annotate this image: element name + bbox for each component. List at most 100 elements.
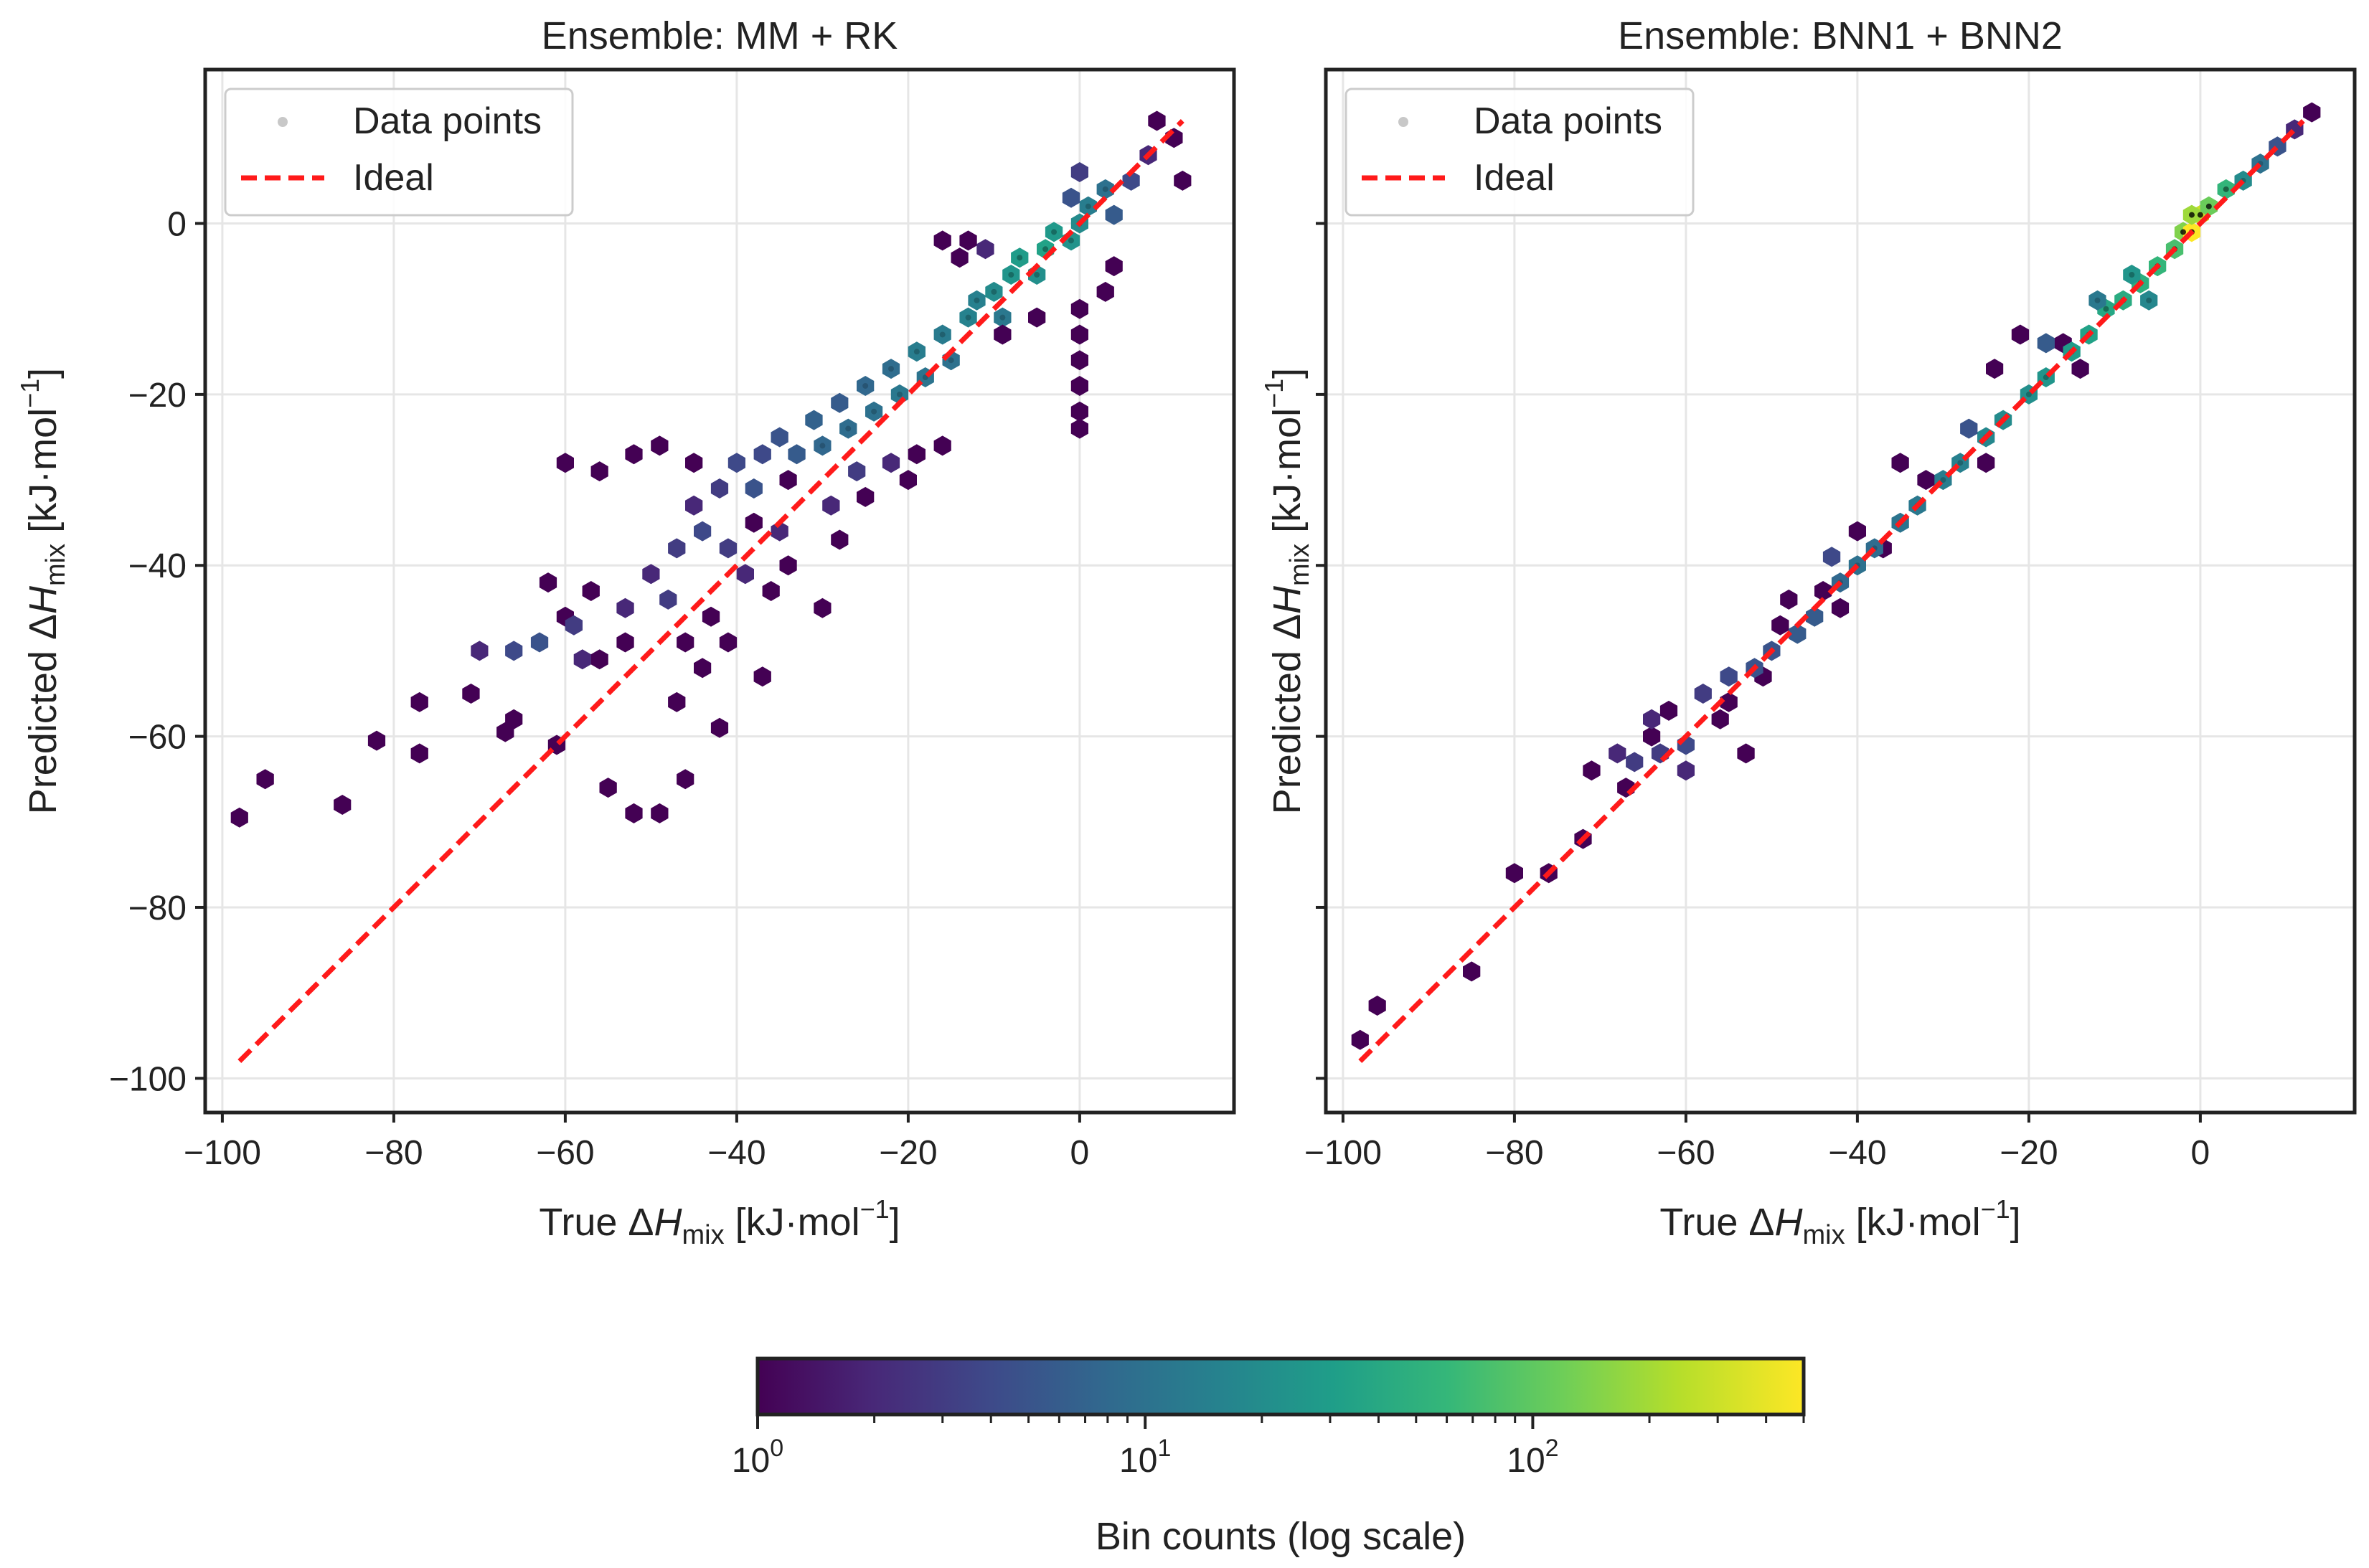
hexbin bbox=[933, 435, 951, 456]
colorbar-tick-label: 102 bbox=[1507, 1435, 1558, 1480]
hexbin bbox=[1105, 256, 1123, 277]
hexbin bbox=[1079, 196, 1097, 217]
data-point bbox=[888, 366, 894, 372]
hexbin bbox=[857, 486, 875, 507]
hexbin bbox=[1174, 170, 1192, 191]
hexbin bbox=[230, 807, 248, 828]
hexbin bbox=[2011, 324, 2030, 345]
colorbar-ticks: 100 101 102 bbox=[732, 1414, 1805, 1480]
hexbin bbox=[668, 538, 686, 559]
x-tick-label: −60 bbox=[1657, 1134, 1715, 1172]
hexbin bbox=[1831, 598, 1850, 618]
hexbin bbox=[865, 401, 883, 422]
hexbin bbox=[1643, 709, 1661, 729]
hexbin bbox=[736, 564, 754, 585]
hexbin bbox=[882, 453, 900, 473]
x-tick-label: −40 bbox=[1828, 1134, 1886, 1172]
hexbin bbox=[651, 435, 669, 456]
hexbin bbox=[1711, 709, 1729, 729]
data-point bbox=[2146, 297, 2152, 303]
hexbin bbox=[976, 239, 994, 260]
hexbin bbox=[2140, 290, 2158, 311]
ideal-line bbox=[1358, 119, 2305, 1063]
data-point bbox=[1957, 460, 1964, 466]
hexbin bbox=[994, 324, 1012, 345]
x-tick-label: −100 bbox=[1304, 1134, 1382, 1172]
hexbin bbox=[959, 307, 977, 328]
hexbin bbox=[1070, 401, 1088, 422]
ideal-line bbox=[237, 119, 1184, 1063]
hexbin bbox=[1977, 453, 1995, 473]
hexbin bbox=[1609, 743, 1626, 764]
hexbin bbox=[367, 730, 386, 751]
hexbin bbox=[1771, 615, 1789, 636]
y-ticks bbox=[1316, 222, 1326, 1080]
hexbin bbox=[968, 290, 986, 311]
data-point bbox=[1017, 255, 1023, 261]
data-point bbox=[1051, 229, 1058, 235]
legend-label-data-points: Data points bbox=[1474, 100, 1662, 142]
hexbin bbox=[1148, 110, 1166, 131]
hexbin bbox=[668, 691, 686, 712]
hexbin bbox=[1737, 743, 1755, 764]
hexbin bbox=[779, 555, 797, 576]
hexbin bbox=[771, 521, 788, 542]
hexbin bbox=[831, 529, 849, 550]
hexbin bbox=[582, 581, 600, 601]
x-tick-label: −100 bbox=[184, 1134, 261, 1172]
hexbin bbox=[1070, 350, 1088, 371]
x-ticks: −100 −80 −60 −40 −20 0 bbox=[184, 1113, 1089, 1172]
hexbin bbox=[1062, 187, 1080, 208]
hexbin bbox=[590, 461, 608, 482]
data-point bbox=[2205, 203, 2212, 209]
hexbin bbox=[2037, 333, 2055, 354]
hexbin bbox=[1891, 453, 1909, 473]
hexbin bbox=[1917, 470, 1935, 491]
hexbin bbox=[496, 722, 514, 742]
y-tick-label: −40 bbox=[128, 547, 187, 585]
hexbin bbox=[590, 649, 608, 670]
hexbin bbox=[1789, 623, 1807, 644]
data-point bbox=[1042, 246, 1049, 252]
x-axis-label: True ΔHmix [kJ·mol−1] bbox=[1659, 1194, 2020, 1250]
y-tick-label: −20 bbox=[128, 377, 187, 415]
hexbin bbox=[642, 564, 660, 585]
hexbin bbox=[1643, 726, 1661, 747]
data-point bbox=[948, 357, 954, 364]
hexbin bbox=[677, 632, 694, 653]
hexbin bbox=[2123, 265, 2141, 285]
y-tick-label: −60 bbox=[128, 719, 187, 757]
hexbin bbox=[462, 684, 480, 704]
hexbin bbox=[814, 598, 832, 618]
legend-box bbox=[1344, 88, 1695, 217]
data-point bbox=[896, 391, 903, 397]
x-ticks: −100 −80 −60 −40 −20 0 bbox=[1304, 1113, 2210, 1172]
hexbin bbox=[539, 572, 557, 593]
hexbin bbox=[625, 803, 643, 823]
hexbin bbox=[727, 453, 745, 473]
x-tick-label: −40 bbox=[707, 1134, 766, 1172]
hexbin bbox=[1822, 547, 1841, 567]
axes-frame bbox=[1324, 67, 2357, 1115]
hexbin bbox=[839, 418, 857, 439]
x-tick-label: 0 bbox=[2191, 1134, 2210, 1172]
hexbin bbox=[1780, 589, 1798, 610]
legend-label-data-points: Data points bbox=[353, 100, 542, 142]
hexbin bbox=[1677, 760, 1695, 781]
data-point bbox=[974, 297, 980, 303]
legend: Data points Ideal bbox=[224, 88, 574, 217]
hexbin bbox=[1122, 170, 1140, 191]
data-point bbox=[2197, 212, 2203, 218]
hexbin-layer bbox=[1351, 102, 2321, 1050]
hexbin bbox=[694, 521, 712, 542]
hexbin bbox=[1368, 996, 1386, 1016]
hexbin bbox=[1070, 298, 1088, 319]
x-tick-label: −80 bbox=[364, 1134, 423, 1172]
hexbin bbox=[745, 512, 763, 533]
hexbin bbox=[556, 453, 574, 473]
grid bbox=[1326, 70, 2355, 1113]
hexbin-layer bbox=[230, 110, 1192, 828]
hexbin bbox=[505, 709, 523, 729]
y-axis-label: Predicted ΔHmix [kJ·mol−1] bbox=[15, 368, 71, 814]
panel-title: Ensemble: BNN1 + BNN2 bbox=[1618, 14, 2063, 57]
